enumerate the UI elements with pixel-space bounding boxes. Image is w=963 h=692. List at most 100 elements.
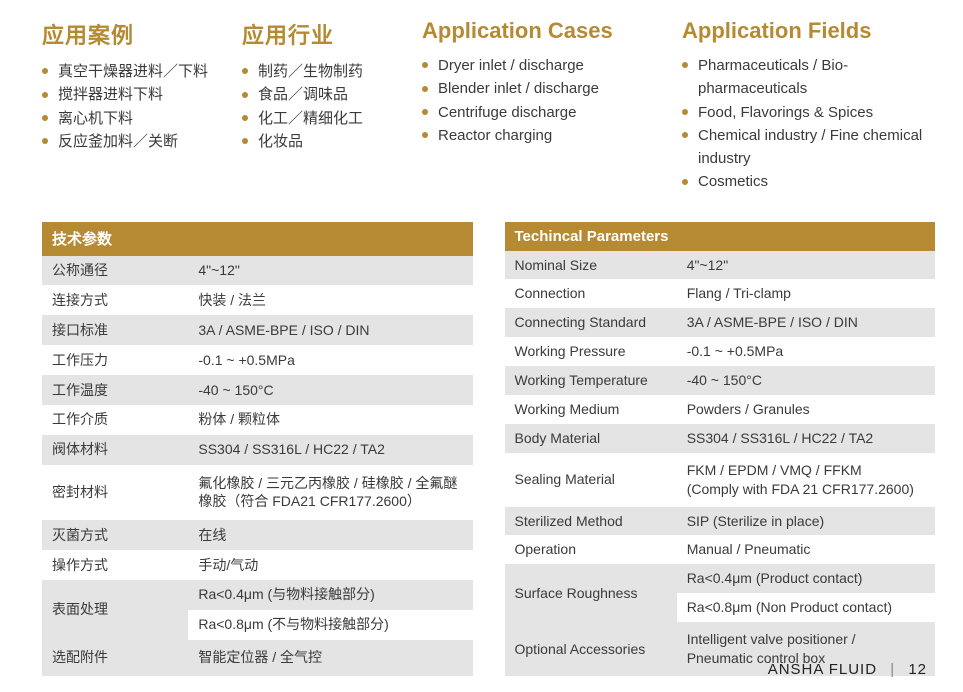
- list-item: 化工／精细化工: [242, 107, 422, 130]
- param-value: 粉体 / 颗粒体: [188, 405, 472, 435]
- table-row: Sealing MaterialFKM / EPDM / VMQ / FFKM …: [505, 453, 936, 507]
- param-value: -0.1 ~ +0.5MPa: [188, 345, 472, 375]
- table-row: 工作介质粉体 / 颗粒体: [42, 405, 473, 435]
- table-row: 表面处理Ra<0.4μm (与物料接触部分): [42, 580, 473, 610]
- table-row: 操作方式手动/气动: [42, 550, 473, 580]
- param-key: 选配附件: [42, 640, 188, 676]
- param-value: 3A / ASME-BPE / ISO / DIN: [677, 308, 935, 337]
- list-item: Food, Flavorings & Spices: [682, 101, 942, 124]
- param-key: 灭菌方式: [42, 520, 188, 550]
- param-value: 快装 / 法兰: [188, 285, 472, 315]
- table-row: OperationManual / Pneumatic: [505, 535, 936, 564]
- param-key: Operation: [505, 535, 677, 564]
- fields-en-list: Pharmaceuticals / Bio-pharmaceuticalsFoo…: [682, 54, 942, 194]
- param-key: 工作压力: [42, 345, 188, 375]
- table-row: Nominal Size4"~12": [505, 251, 936, 280]
- param-value: Manual / Pneumatic: [677, 535, 935, 564]
- param-key: 连接方式: [42, 285, 188, 315]
- cases-en-list: Dryer inlet / dischargeBlender inlet / d…: [422, 54, 682, 147]
- params-en-header: Techincal Parameters: [505, 222, 936, 251]
- table-row: Surface RoughnessRa<0.4μm (Product conta…: [505, 564, 936, 593]
- param-key: 工作介质: [42, 405, 188, 435]
- param-value: Ra<0.4μm (Product contact): [677, 564, 935, 593]
- fields-zh: 应用行业 制药／生物制药食品／调味品化工／精细化工化妆品: [242, 18, 422, 194]
- fields-zh-list: 制药／生物制药食品／调味品化工／精细化工化妆品: [242, 60, 422, 153]
- param-key: 接口标准: [42, 315, 188, 345]
- param-value: SS304 / SS316L / HC22 / TA2: [677, 424, 935, 453]
- param-value: -0.1 ~ +0.5MPa: [677, 337, 935, 366]
- list-item: Cosmetics: [682, 170, 942, 193]
- param-value: Ra<0.8μm (不与物料接触部分): [188, 610, 472, 640]
- table-row: 选配附件智能定位器 / 全气控: [42, 640, 473, 676]
- table-row: 工作温度-40 ~ 150°C: [42, 375, 473, 405]
- list-item: Reactor charging: [422, 124, 682, 147]
- list-item: Dryer inlet / discharge: [422, 54, 682, 77]
- list-item: 化妆品: [242, 130, 422, 153]
- footer-page: 12: [908, 661, 927, 678]
- page-footer: ANSHA FLUID | 12: [768, 661, 927, 678]
- param-key: Working Temperature: [505, 366, 677, 395]
- param-value: 3A / ASME-BPE / ISO / DIN: [188, 315, 472, 345]
- param-value: Ra<0.8μm (Non Product contact): [677, 593, 935, 622]
- list-item: 制药／生物制药: [242, 60, 422, 83]
- cases-en: Application Cases Dryer inlet / discharg…: [422, 18, 682, 194]
- list-item: Blender inlet / discharge: [422, 77, 682, 100]
- table-row: 阀体材料SS304 / SS316L / HC22 / TA2: [42, 435, 473, 465]
- param-value: Flang / Tri-clamp: [677, 279, 935, 308]
- table-row: 工作压力-0.1 ~ +0.5MPa: [42, 345, 473, 375]
- table-row: Body MaterialSS304 / SS316L / HC22 / TA2: [505, 424, 936, 453]
- param-key: 操作方式: [42, 550, 188, 580]
- table-row: Working Temperature-40 ~ 150°C: [505, 366, 936, 395]
- param-value: 氟化橡胶 / 三元乙丙橡胶 / 硅橡胶 / 全氟醚橡胶（符合 FDA21 CFR…: [188, 465, 472, 521]
- table-row: 密封材料氟化橡胶 / 三元乙丙橡胶 / 硅橡胶 / 全氟醚橡胶（符合 FDA21…: [42, 465, 473, 521]
- cases-zh: 应用案例 真空干燥器进料／下料搅拌器进料下料离心机下料反应釜加料／关断: [42, 18, 242, 194]
- list-item: Centrifuge discharge: [422, 101, 682, 124]
- table-row: Sterilized MethodSIP (Sterilize in place…: [505, 507, 936, 536]
- list-item: 真空干燥器进料／下料: [42, 60, 242, 83]
- cases-zh-title: 应用案例: [42, 18, 242, 50]
- list-item: 离心机下料: [42, 107, 242, 130]
- list-item: 食品／调味品: [242, 83, 422, 106]
- param-value: 手动/气动: [188, 550, 472, 580]
- param-value: SIP (Sterilize in place): [677, 507, 935, 536]
- param-value: Ra<0.4μm (与物料接触部分): [188, 580, 472, 610]
- fields-en: Application Fields Pharmaceuticals / Bio…: [682, 18, 942, 194]
- param-key: Sterilized Method: [505, 507, 677, 536]
- param-key: 公称通径: [42, 256, 188, 286]
- fields-en-title: Application Fields: [682, 18, 942, 44]
- param-value: 智能定位器 / 全气控: [188, 640, 472, 676]
- table-row: 连接方式快装 / 法兰: [42, 285, 473, 315]
- param-key: Sealing Material: [505, 453, 677, 507]
- params-table-zh: 技术参数 公称通径4"~12"连接方式快装 / 法兰接口标准3A / ASME-…: [42, 222, 473, 676]
- cases-en-title: Application Cases: [422, 18, 682, 44]
- table-row: ConnectionFlang / Tri-clamp: [505, 279, 936, 308]
- param-key: Working Pressure: [505, 337, 677, 366]
- table-row: 公称通径4"~12": [42, 256, 473, 286]
- params-zh-header: 技术参数: [42, 222, 473, 256]
- table-row: Working MediumPowders / Granules: [505, 395, 936, 424]
- param-key: Surface Roughness: [505, 564, 677, 622]
- footer-brand: ANSHA FLUID: [768, 661, 877, 678]
- param-key: Working Medium: [505, 395, 677, 424]
- param-value: FKM / EPDM / VMQ / FFKM (Comply with FDA…: [677, 453, 935, 507]
- param-value: SS304 / SS316L / HC22 / TA2: [188, 435, 472, 465]
- param-key: 阀体材料: [42, 435, 188, 465]
- list-item: 搅拌器进料下料: [42, 83, 242, 106]
- param-value: 4"~12": [677, 251, 935, 280]
- param-key: Body Material: [505, 424, 677, 453]
- params-table-en: Techincal Parameters Nominal Size4"~12"C…: [505, 222, 936, 676]
- footer-divider: |: [890, 661, 895, 678]
- params-zh-body: 公称通径4"~12"连接方式快装 / 法兰接口标准3A / ASME-BPE /…: [42, 256, 473, 676]
- table-row: 灭菌方式在线: [42, 520, 473, 550]
- param-key: Nominal Size: [505, 251, 677, 280]
- fields-zh-title: 应用行业: [242, 18, 422, 50]
- table-row: Working Pressure-0.1 ~ +0.5MPa: [505, 337, 936, 366]
- param-value: 在线: [188, 520, 472, 550]
- table-row: Connecting Standard3A / ASME-BPE / ISO /…: [505, 308, 936, 337]
- cases-zh-list: 真空干燥器进料／下料搅拌器进料下料离心机下料反应釜加料／关断: [42, 60, 242, 153]
- table-row: 接口标准3A / ASME-BPE / ISO / DIN: [42, 315, 473, 345]
- tables-section: 技术参数 公称通径4"~12"连接方式快装 / 法兰接口标准3A / ASME-…: [42, 222, 935, 676]
- top-section: 应用案例 真空干燥器进料／下料搅拌器进料下料离心机下料反应釜加料／关断 应用行业…: [42, 18, 935, 194]
- list-item: Pharmaceuticals / Bio-pharmaceuticals: [682, 54, 942, 101]
- param-value: Powders / Granules: [677, 395, 935, 424]
